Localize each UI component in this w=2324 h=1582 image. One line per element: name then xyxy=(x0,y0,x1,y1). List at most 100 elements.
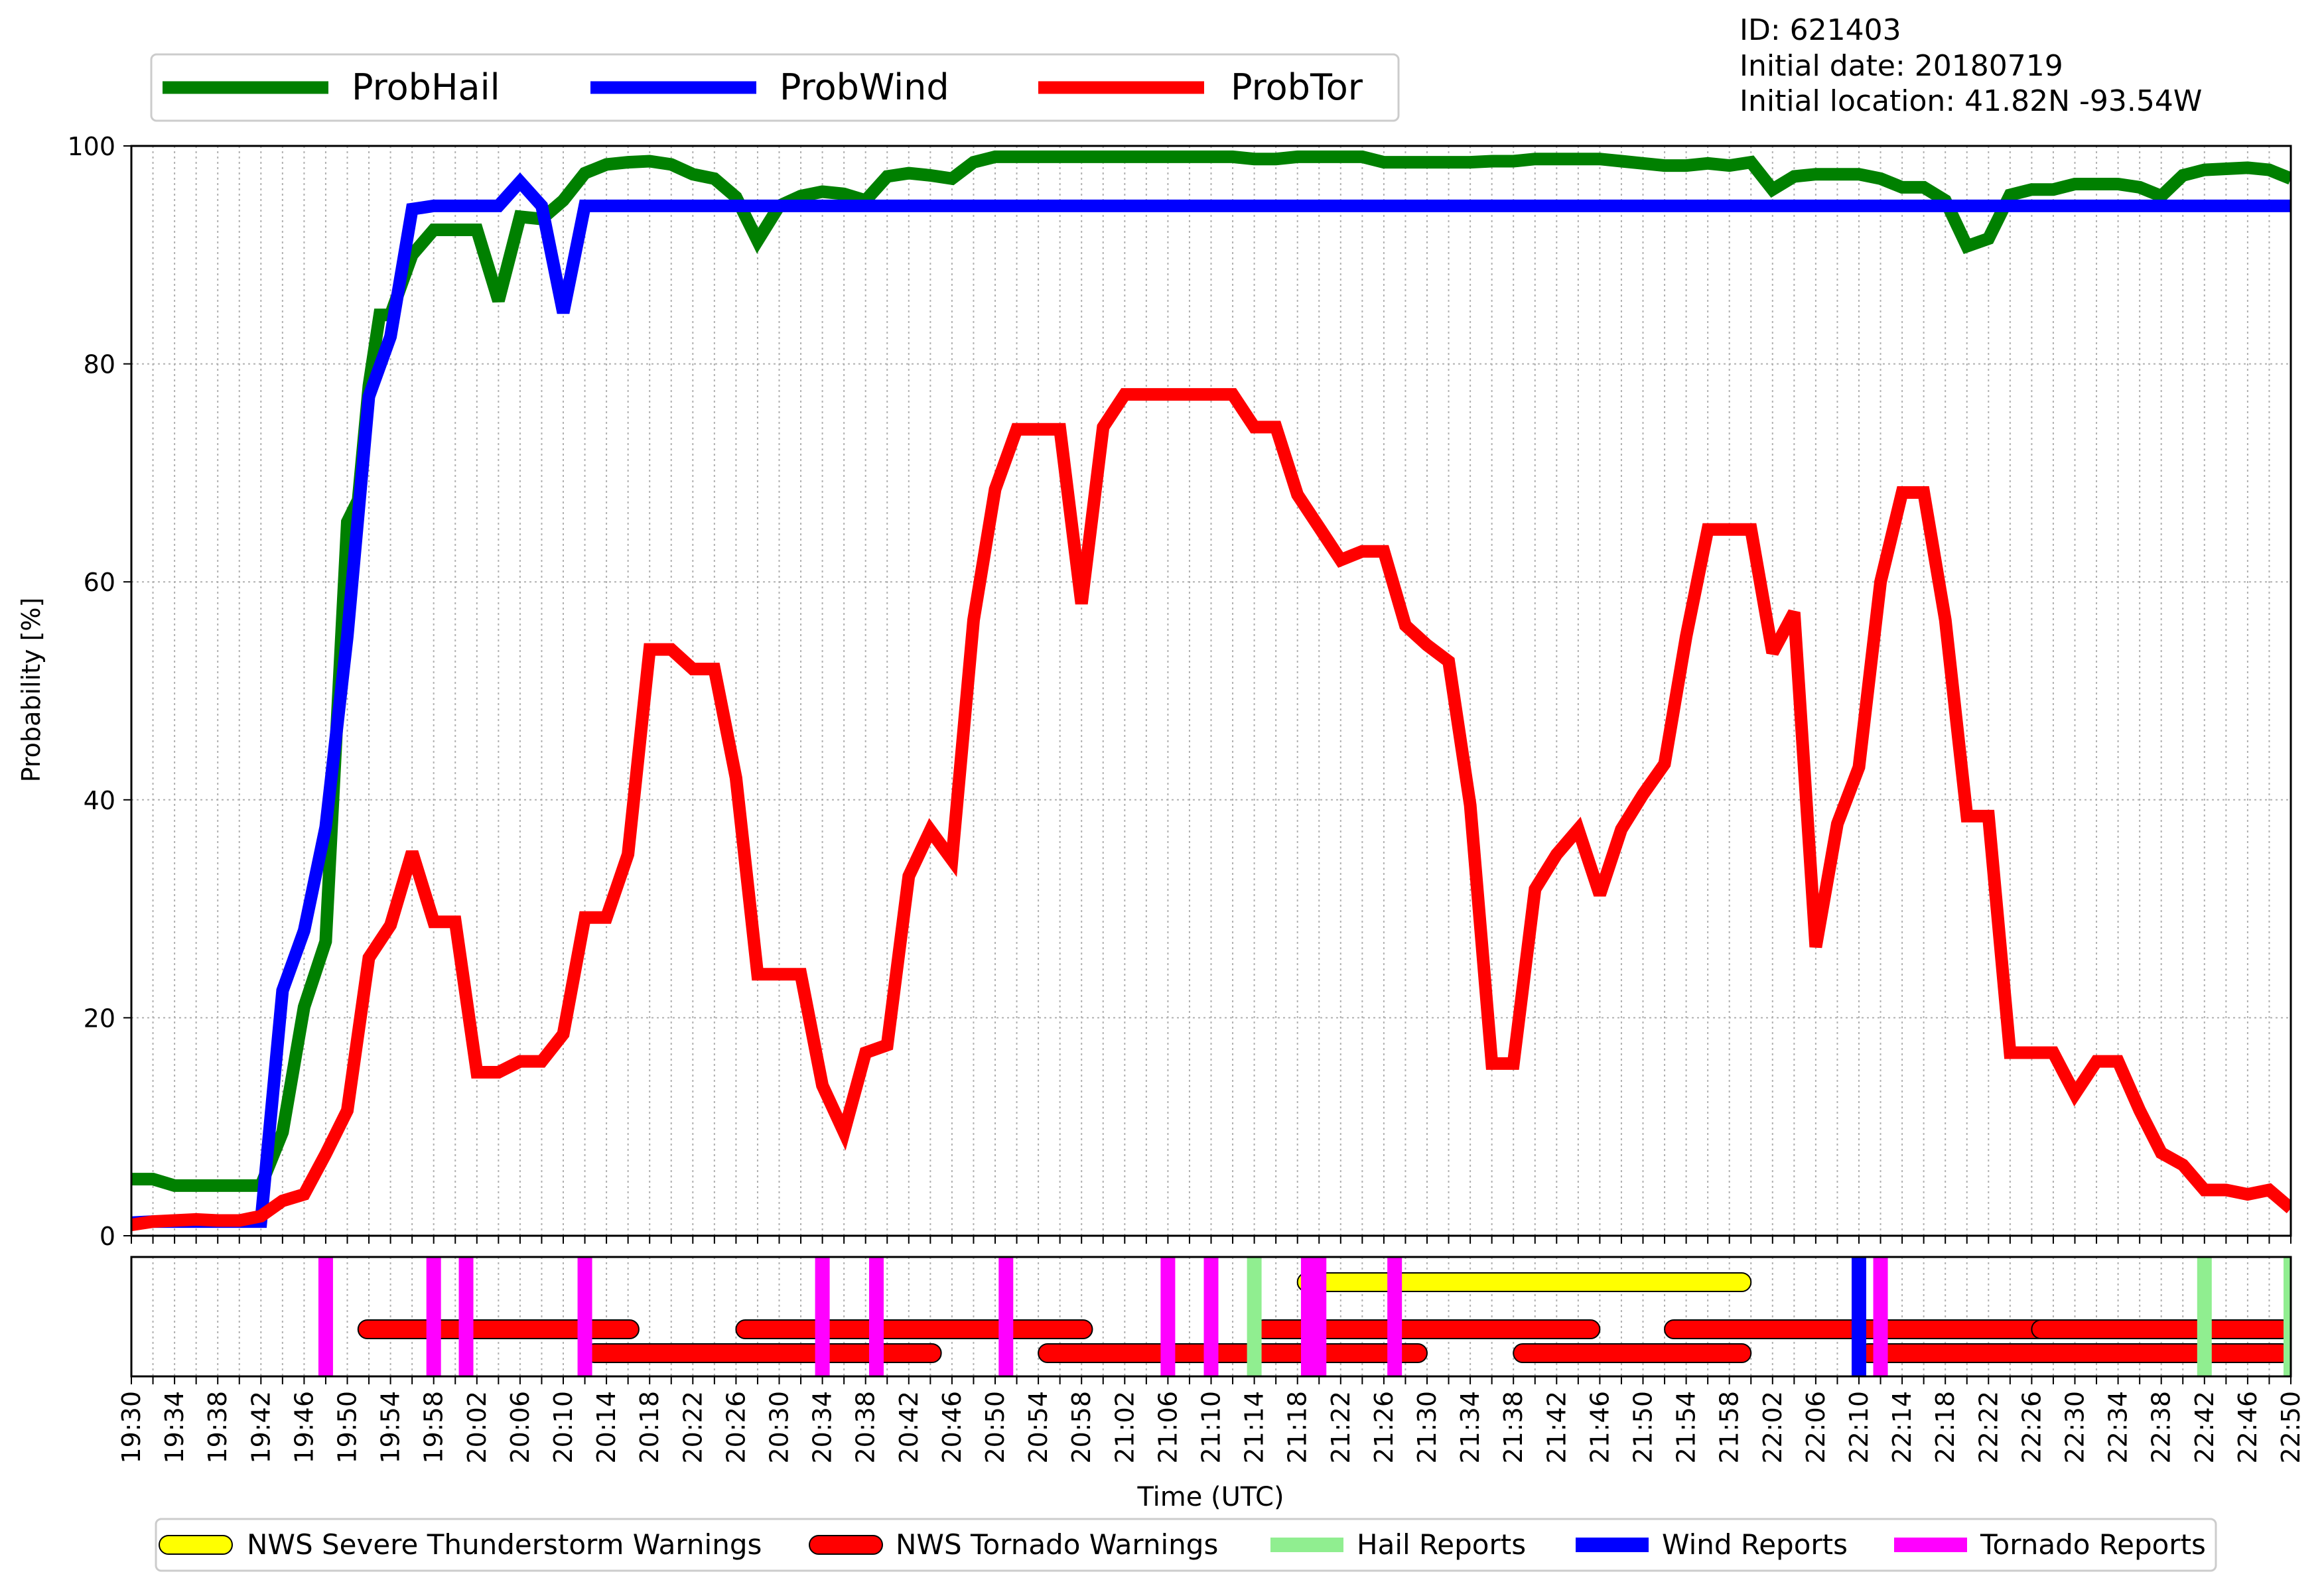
x-tick-label: 21:46 xyxy=(1585,1391,1614,1464)
series-line-probtor xyxy=(131,388,2291,1231)
tornado-report-marker xyxy=(1873,1257,1888,1376)
x-tick-label: 22:22 xyxy=(1974,1391,2003,1464)
x-tick-label: 21:10 xyxy=(1197,1391,1226,1464)
x-tick-label: 21:18 xyxy=(1283,1391,1312,1464)
legend-label-wind-reports: Wind Reports xyxy=(1662,1528,1848,1561)
legend-swatch-wind-reports xyxy=(1576,1538,1649,1552)
x-tick-label: 20:02 xyxy=(462,1391,492,1464)
series-line-probhail xyxy=(131,150,2291,1192)
bottom-legend: NWS Severe Thunderstorm Warnings NWS Torn… xyxy=(155,1518,2217,1572)
tornado-warning-bar xyxy=(1858,1343,2291,1363)
main-plot-frame xyxy=(130,145,2292,1237)
x-tick-label: 19:42 xyxy=(246,1391,275,1464)
tornado-warning-bar xyxy=(584,1343,942,1363)
hail-report-marker xyxy=(2284,1257,2291,1376)
legend-swatch-severe-thunderstorm-warnings xyxy=(159,1535,233,1555)
x-tick-label: 19:54 xyxy=(376,1391,405,1464)
y-tick-label: 60 xyxy=(84,568,115,597)
tornado-report-marker xyxy=(318,1257,333,1376)
top-legend-box xyxy=(150,53,1400,122)
probability-lines xyxy=(131,150,2291,1231)
x-tick-label: 21:02 xyxy=(1110,1391,1139,1464)
x-tick-label: 20:14 xyxy=(592,1391,621,1464)
x-tick-label: 20:34 xyxy=(808,1391,837,1464)
tornado-report-marker xyxy=(1387,1257,1402,1376)
x-tick-label: 20:06 xyxy=(506,1391,535,1464)
x-tick-label: 22:50 xyxy=(2276,1391,2305,1464)
hail-report-marker xyxy=(1247,1257,1262,1376)
x-tick-label: 19:30 xyxy=(117,1391,146,1464)
info-initial-date: Initial date: 20180719 xyxy=(1740,49,2063,83)
x-tick-label: 21:06 xyxy=(1153,1391,1182,1464)
tornado-report-marker xyxy=(458,1257,474,1376)
x-tick-label: 20:54 xyxy=(1024,1391,1053,1464)
tornado-report-marker xyxy=(998,1257,1014,1376)
x-tick-label: 22:46 xyxy=(2233,1391,2262,1464)
legend-label-probwind: ProbWind xyxy=(780,66,949,108)
x-axis-label: Time (UTC) xyxy=(1136,1482,1284,1512)
x-tick-label: 21:22 xyxy=(1326,1391,1355,1464)
x-tick-label: 22:14 xyxy=(1887,1391,1917,1464)
legend-label-tornado-warnings: NWS Tornado Warnings xyxy=(896,1528,1218,1561)
legend-label-tornado-reports: Tornado Reports xyxy=(1980,1528,2206,1561)
x-tick-label: 20:58 xyxy=(1067,1391,1096,1464)
main-axes: 0 20 40 60 80 100 xyxy=(67,132,2291,1251)
x-tick-label: 20:18 xyxy=(635,1391,664,1464)
legend-label-hail-reports: Hail Reports xyxy=(1357,1528,1526,1561)
x-tick-label: 19:38 xyxy=(203,1391,232,1464)
x-tick-label: 22:38 xyxy=(2147,1391,2176,1464)
tornado-warning-bar xyxy=(735,1319,1093,1339)
x-tick-label: 21:42 xyxy=(1542,1391,1571,1464)
tornado-report-marker xyxy=(1312,1257,1327,1376)
legend-swatch-hail-reports xyxy=(1270,1538,1343,1552)
tornado-report-marker xyxy=(1160,1257,1176,1376)
x-tick-label: 22:42 xyxy=(2190,1391,2219,1464)
tornado-warning-bar xyxy=(1038,1343,1428,1363)
x-tick-label: 20:10 xyxy=(549,1391,578,1464)
tornado-report-marker xyxy=(1203,1257,1219,1376)
x-tick-label: 20:50 xyxy=(981,1391,1010,1464)
hail-report-marker xyxy=(2197,1257,2212,1376)
x-tick-label: 22:18 xyxy=(1931,1391,1960,1464)
x-tick-label: 21:54 xyxy=(1672,1391,1701,1464)
legend-label-probtor: ProbTor xyxy=(1231,66,1363,108)
x-tick-label: 20:26 xyxy=(721,1391,750,1464)
x-tick-label: 21:26 xyxy=(1369,1391,1399,1464)
y-tick-label: 100 xyxy=(67,132,115,161)
timeline-events xyxy=(318,1257,2291,1376)
tornado-report-marker xyxy=(815,1257,830,1376)
tornado-report-marker xyxy=(868,1257,884,1376)
x-tick-label: 21:34 xyxy=(1456,1391,1485,1464)
legend-swatch-tornado-warnings xyxy=(809,1535,883,1555)
x-tick-label: 22:10 xyxy=(1844,1391,1874,1464)
main-grid xyxy=(131,145,2291,1236)
x-tick-label: 19:58 xyxy=(419,1391,448,1464)
tornado-warning-bar xyxy=(357,1319,640,1339)
x-tick-label: 20:22 xyxy=(678,1391,707,1464)
wind-report-marker xyxy=(1852,1257,1866,1376)
bottom-legend-box xyxy=(155,1518,2217,1572)
y-tick-label: 20 xyxy=(84,1004,115,1033)
y-tick-label: 0 xyxy=(100,1222,115,1251)
x-tick-label: 20:42 xyxy=(894,1391,923,1464)
y-tick-label: 40 xyxy=(84,786,115,815)
tornado-warning-bar xyxy=(2031,1319,2291,1339)
info-initial-location: Initial location: 41.82N -93.54W xyxy=(1740,84,2203,118)
x-tick-label: 22:34 xyxy=(2104,1391,2133,1464)
legend-label-severe-thunderstorm-warnings: NWS Severe Thunderstorm Warnings xyxy=(247,1528,762,1561)
x-tick-label: 22:26 xyxy=(2017,1391,2046,1464)
x-tick-label: 21:58 xyxy=(1715,1391,1744,1464)
series-line-probwind xyxy=(131,172,2291,1229)
x-tick-label: 19:34 xyxy=(160,1391,189,1464)
x-tick-label: 20:38 xyxy=(851,1391,880,1464)
x-tick-label: 21:50 xyxy=(1629,1391,1658,1464)
x-tick-label: 19:50 xyxy=(333,1391,362,1464)
tornado-warning-bar xyxy=(1513,1343,1752,1363)
x-tick-label: 21:38 xyxy=(1499,1391,1528,1464)
top-legend: ProbHail ProbWind ProbTor xyxy=(150,53,1400,122)
tornado-report-marker xyxy=(426,1257,441,1376)
x-tick-label: 22:30 xyxy=(2061,1391,2090,1464)
y-tick-label: 80 xyxy=(84,350,115,379)
legend-label-probhail: ProbHail xyxy=(352,66,500,108)
x-tick-label: 22:06 xyxy=(1801,1391,1830,1464)
